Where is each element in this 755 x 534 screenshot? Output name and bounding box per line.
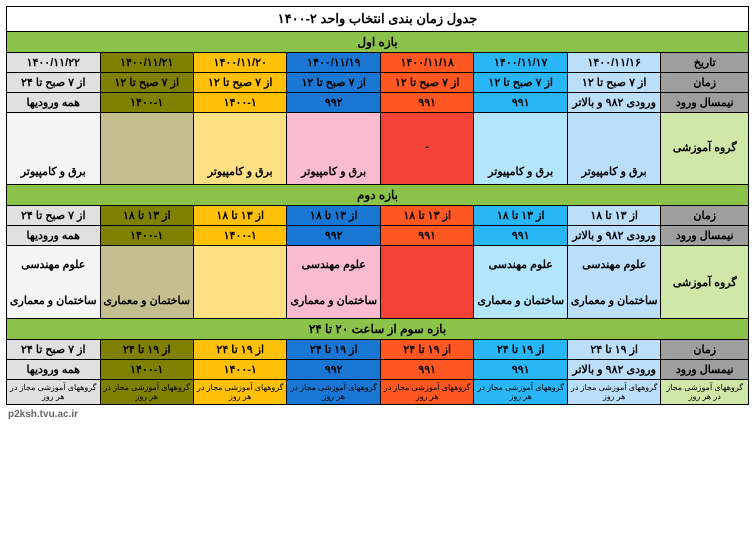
cell: از ۷ صبح تا ۱۲ [287,73,380,93]
cell: ۱۴۰۰/۱۱/۱۹ [287,53,380,73]
table-title: جدول زمان بندی انتخاب واحد ۲-۱۴۰۰ [7,7,749,32]
cell: ۱۴۰۰/۱۱/۱۶ [567,53,660,73]
cell: ۱۴۰۰-۱ [100,226,193,246]
cell: برق و کامپیوتر [7,113,101,185]
cell [380,246,473,319]
cell: گروههای آموزشی مجاز در هر روز [567,380,660,405]
label-time: زمان [661,206,749,226]
cell: ۱۴۰۰-۱ [194,93,287,113]
cell: از ۱۹ تا ۲۴ [567,340,660,360]
cell: ۹۹۲ [287,360,380,380]
schedule-table-wrapper: جدول زمان بندی انتخاب واحد ۲-۱۴۰۰ بازه ا… [0,0,755,430]
row-times-1: زمان از ۷ صبح تا ۱۲ از ۷ صبح تا ۱۲ از ۷ … [7,73,749,93]
footer-url: p2ksh.tvu.ac.ir [6,405,749,424]
cell: از ۷ صبح تا ۱۲ [194,73,287,93]
cell: همه ورودیها [7,93,101,113]
cell: از ۱۹ تا ۲۴ [100,340,193,360]
cell: از ۷ صبح تا ۱۲ [100,73,193,93]
label-time: زمان [661,340,749,360]
cell: از ۷ صبح تا ۲۴ [7,73,101,93]
cell: از ۷ صبح تا ۲۴ [7,340,101,360]
cell: از ۱۳ تا ۱۸ [567,206,660,226]
row-group-3: گروههای آموزشی مجاز در هر روز گروههای آم… [7,380,749,405]
cell: ۱۴۰۰/۱۱/۲۰ [194,53,287,73]
cell: گروههای آموزشی مجاز در هر روز [7,380,101,405]
cell: همه ورودیها [7,360,101,380]
cell: از ۱۳ تا ۱۸ [100,206,193,226]
label-group: گروه آموزشی [661,246,749,319]
cell: از ۱۹ تا ۲۴ [194,340,287,360]
cell: برق و کامپیوتر [194,113,287,185]
cell: ۱۴۰۰/۱۱/۲۱ [100,53,193,73]
cell: برق و کامپیوتر [287,113,380,185]
cell: گروههای آموزشی مجاز در هر روز [474,380,567,405]
cell: ۱۴۰۰-۱ [100,360,193,380]
cell: گروههای آموزشی مجاز در هر روز [380,380,473,405]
section-header-2: بازه دوم [7,185,749,206]
cell: علوم مهندسیساختمان و معماری [287,246,380,319]
row-group-2: گروه آموزشی علوم مهندسیساختمان و معماری … [7,246,749,319]
label-sem: نیمسال ورود [661,93,749,113]
cell: ۹۹۲ [287,226,380,246]
cell: برق و کامپیوتر [567,113,660,185]
cell: - [380,113,473,185]
row-times-3: زمان از ۱۹ تا ۲۴ از ۱۹ تا ۲۴ از ۱۹ تا ۲۴… [7,340,749,360]
cell: از ۷ صبح تا ۱۲ [567,73,660,93]
row-group-1: گروه آموزشی برق و کامپیوتر برق و کامپیوت… [7,113,749,185]
cell: از ۱۹ تا ۲۴ [287,340,380,360]
cell: گروههای آموزشی مجاز در هر روز [287,380,380,405]
cell [194,246,287,319]
label-sem: نیمسال ورود [661,226,749,246]
cell: ورودی ۹۸۲ و بالاتر [567,93,660,113]
row-sem-1: نیمسال ورود ورودی ۹۸۲ و بالاتر ۹۹۱ ۹۹۱ ۹… [7,93,749,113]
cell: ۱۴۰۰-۱ [100,93,193,113]
cell: ورودی ۹۸۲ و بالاتر [567,226,660,246]
label-date: تاریخ [661,53,749,73]
cell: برق و کامپیوتر [474,113,567,185]
cell: ورودی ۹۸۲ و بالاتر [567,360,660,380]
cell: از ۱۳ تا ۱۸ [474,206,567,226]
cell: ۹۹۱ [474,93,567,113]
row-sem-3: نیمسال ورود ورودی ۹۸۲ و بالاتر ۹۹۱ ۹۹۱ ۹… [7,360,749,380]
cell: از ۱۹ تا ۲۴ [474,340,567,360]
cell: از ۱۳ تا ۱۸ [287,206,380,226]
cell: گروههای آموزشی مجاز در هر روز [194,380,287,405]
schedule-table: جدول زمان بندی انتخاب واحد ۲-۱۴۰۰ بازه ا… [6,6,749,405]
cell: از ۱۳ تا ۱۸ [380,206,473,226]
cell: ۹۹۱ [380,226,473,246]
cell: همه ورودیها [7,226,101,246]
cell: گروههای آموزشی مجاز در هر روز [661,380,749,405]
cell: از ۱۹ تا ۲۴ [380,340,473,360]
cell: از ۷ صبح تا ۱۲ [474,73,567,93]
cell: ۹۹۱ [474,226,567,246]
cell: ۹۹۲ [287,93,380,113]
cell: از ۷ صبح تا ۲۴ [7,206,101,226]
cell: ۹۹۱ [380,93,473,113]
section-header-1: بازه اول [7,32,749,53]
cell: از ۷ صبح تا ۱۲ [380,73,473,93]
row-dates: تاریخ ۱۴۰۰/۱۱/۱۶ ۱۴۰۰/۱۱/۱۷ ۱۴۰۰/۱۱/۱۸ ۱… [7,53,749,73]
cell: ۱۴۰۰/۱۱/۱۸ [380,53,473,73]
cell: علوم مهندسیساختمان و معماری [567,246,660,319]
label-group: گروه آموزشی [661,113,749,185]
cell: علوم مهندسیساختمان و معماری [474,246,567,319]
row-times-2: زمان از ۱۳ تا ۱۸ از ۱۳ تا ۱۸ از ۱۳ تا ۱۸… [7,206,749,226]
cell: ۱۴۰۰-۱ [194,360,287,380]
label-time: زمان [661,73,749,93]
cell: ۱۴۰۰/۱۱/۱۷ [474,53,567,73]
cell: ۹۹۱ [474,360,567,380]
cell: ۱۴۰۰-۱ [194,226,287,246]
section-header-3: بازه سوم از ساعت ۲۰ تا ۲۴ [7,319,749,340]
cell [100,113,193,185]
row-sem-2: نیمسال ورود ورودی ۹۸۲ و بالاتر ۹۹۱ ۹۹۱ ۹… [7,226,749,246]
cell: ۱۴۰۰/۱۱/۲۲ [7,53,101,73]
cell: گروههای آموزشی مجاز در هر روز [100,380,193,405]
cell: از ۱۳ تا ۱۸ [194,206,287,226]
cell: علوم مهندسیساختمان و معماری [7,246,101,319]
label-sem: نیمسال ورود [661,360,749,380]
cell: ساختمان و معماری [100,246,193,319]
cell: ۹۹۱ [380,360,473,380]
